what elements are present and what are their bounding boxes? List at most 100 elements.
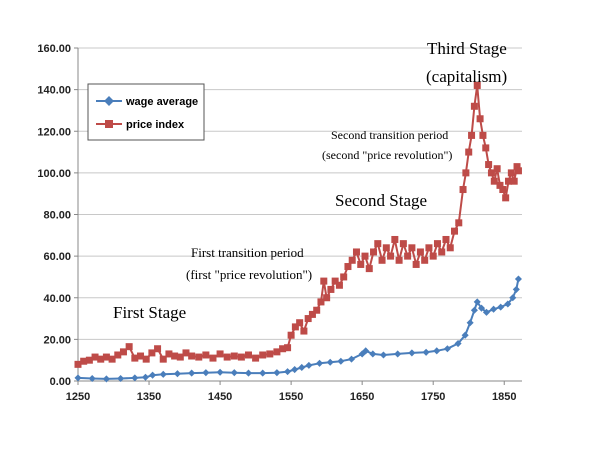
legend-label-wage: wage average [125, 96, 198, 108]
x-tick-label: 1450 [208, 391, 232, 403]
annotation-first-stage: First Stage [113, 303, 186, 322]
annotation-second-transition: Second transition period [331, 128, 448, 142]
data-point [347, 355, 356, 363]
x-axis-ticks: 1250 1350 1450 1550 1650 1750 1850 [66, 381, 516, 403]
data-point [387, 252, 395, 260]
data-point [323, 294, 331, 302]
data-point [459, 186, 467, 194]
data-point [473, 81, 481, 89]
data-point [230, 369, 238, 377]
data-point [509, 294, 517, 302]
data-point [412, 260, 420, 268]
data-point [476, 115, 484, 123]
x-tick-label: 1750 [421, 391, 445, 403]
data-point [513, 163, 521, 171]
data-point [296, 319, 304, 327]
data-point [291, 366, 299, 374]
x-tick-label: 1250 [66, 391, 90, 403]
data-point [485, 161, 493, 169]
data-point [188, 352, 196, 360]
data-point [399, 240, 407, 248]
data-point [429, 252, 437, 260]
y-tick-label: 40.00 [43, 293, 71, 305]
data-point [512, 285, 520, 293]
data-point [337, 357, 345, 365]
data-point [125, 343, 133, 351]
data-point [202, 351, 210, 359]
data-point [313, 306, 321, 314]
data-point [443, 345, 451, 353]
data-point [331, 277, 339, 285]
data-point [304, 315, 312, 323]
data-point [379, 351, 388, 359]
data-point [514, 167, 522, 175]
data-point [468, 131, 476, 139]
data-point [273, 369, 281, 377]
data-point [244, 351, 252, 359]
data-point [298, 363, 306, 372]
data-point [97, 355, 105, 363]
data-point [361, 252, 369, 260]
data-point [284, 344, 292, 352]
data-point [154, 345, 162, 353]
data-point [482, 144, 490, 152]
series-wage-average [74, 275, 522, 383]
data-point [216, 368, 224, 376]
data-point [394, 350, 402, 358]
data-point [408, 244, 416, 252]
x-tick-label: 1850 [492, 391, 516, 403]
data-point [91, 353, 99, 361]
y-tick-label: 0.00 [50, 376, 71, 388]
data-point [80, 357, 88, 365]
data-point [510, 177, 518, 185]
data-point [493, 165, 501, 173]
data-point [237, 353, 245, 361]
data-point [141, 373, 150, 381]
legend-label-price: price index [126, 119, 185, 131]
data-point [378, 256, 386, 264]
data-point [188, 369, 196, 377]
y-tick-label: 120.00 [37, 126, 71, 138]
data-point [176, 353, 184, 361]
data-point [102, 375, 110, 383]
data-point [85, 356, 93, 364]
data-point [477, 304, 486, 312]
data-point [74, 374, 82, 382]
data-point [182, 349, 190, 357]
data-point [259, 351, 267, 359]
data-point [433, 347, 441, 355]
x-tick-label: 1350 [137, 391, 161, 403]
data-point [131, 374, 139, 382]
annotation-second-price-revolution: (second "price revolution") [322, 148, 452, 162]
data-point [442, 235, 450, 243]
data-point [173, 370, 181, 378]
data-point [425, 244, 433, 252]
x-tick-label: 1550 [279, 391, 303, 403]
data-point [454, 340, 462, 348]
data-point [326, 358, 334, 366]
legend-marker-wage [104, 96, 114, 106]
data-point [195, 353, 203, 361]
annotation-second-stage: Second Stage [335, 191, 427, 210]
annotation-first-transition: First transition period [191, 245, 304, 260]
y-axis-ticks: 0.00 20.00 40.00 60.00 80.00 100.00 120.00 140.… [37, 43, 78, 388]
data-point [462, 169, 470, 177]
data-point [496, 181, 504, 189]
data-point [514, 275, 522, 283]
data-point [74, 360, 82, 368]
data-point [370, 248, 378, 256]
data-point [422, 348, 430, 356]
data-point [416, 248, 424, 256]
data-point [395, 256, 403, 264]
data-point [148, 349, 156, 357]
data-point [279, 345, 287, 353]
data-point [344, 263, 352, 271]
legend-marker-price [105, 120, 113, 128]
data-point [473, 298, 481, 306]
data-point [114, 351, 122, 359]
data-point [470, 306, 478, 314]
data-point [335, 281, 343, 289]
data-point [305, 361, 313, 369]
data-point [374, 240, 382, 248]
data-point [365, 265, 373, 273]
